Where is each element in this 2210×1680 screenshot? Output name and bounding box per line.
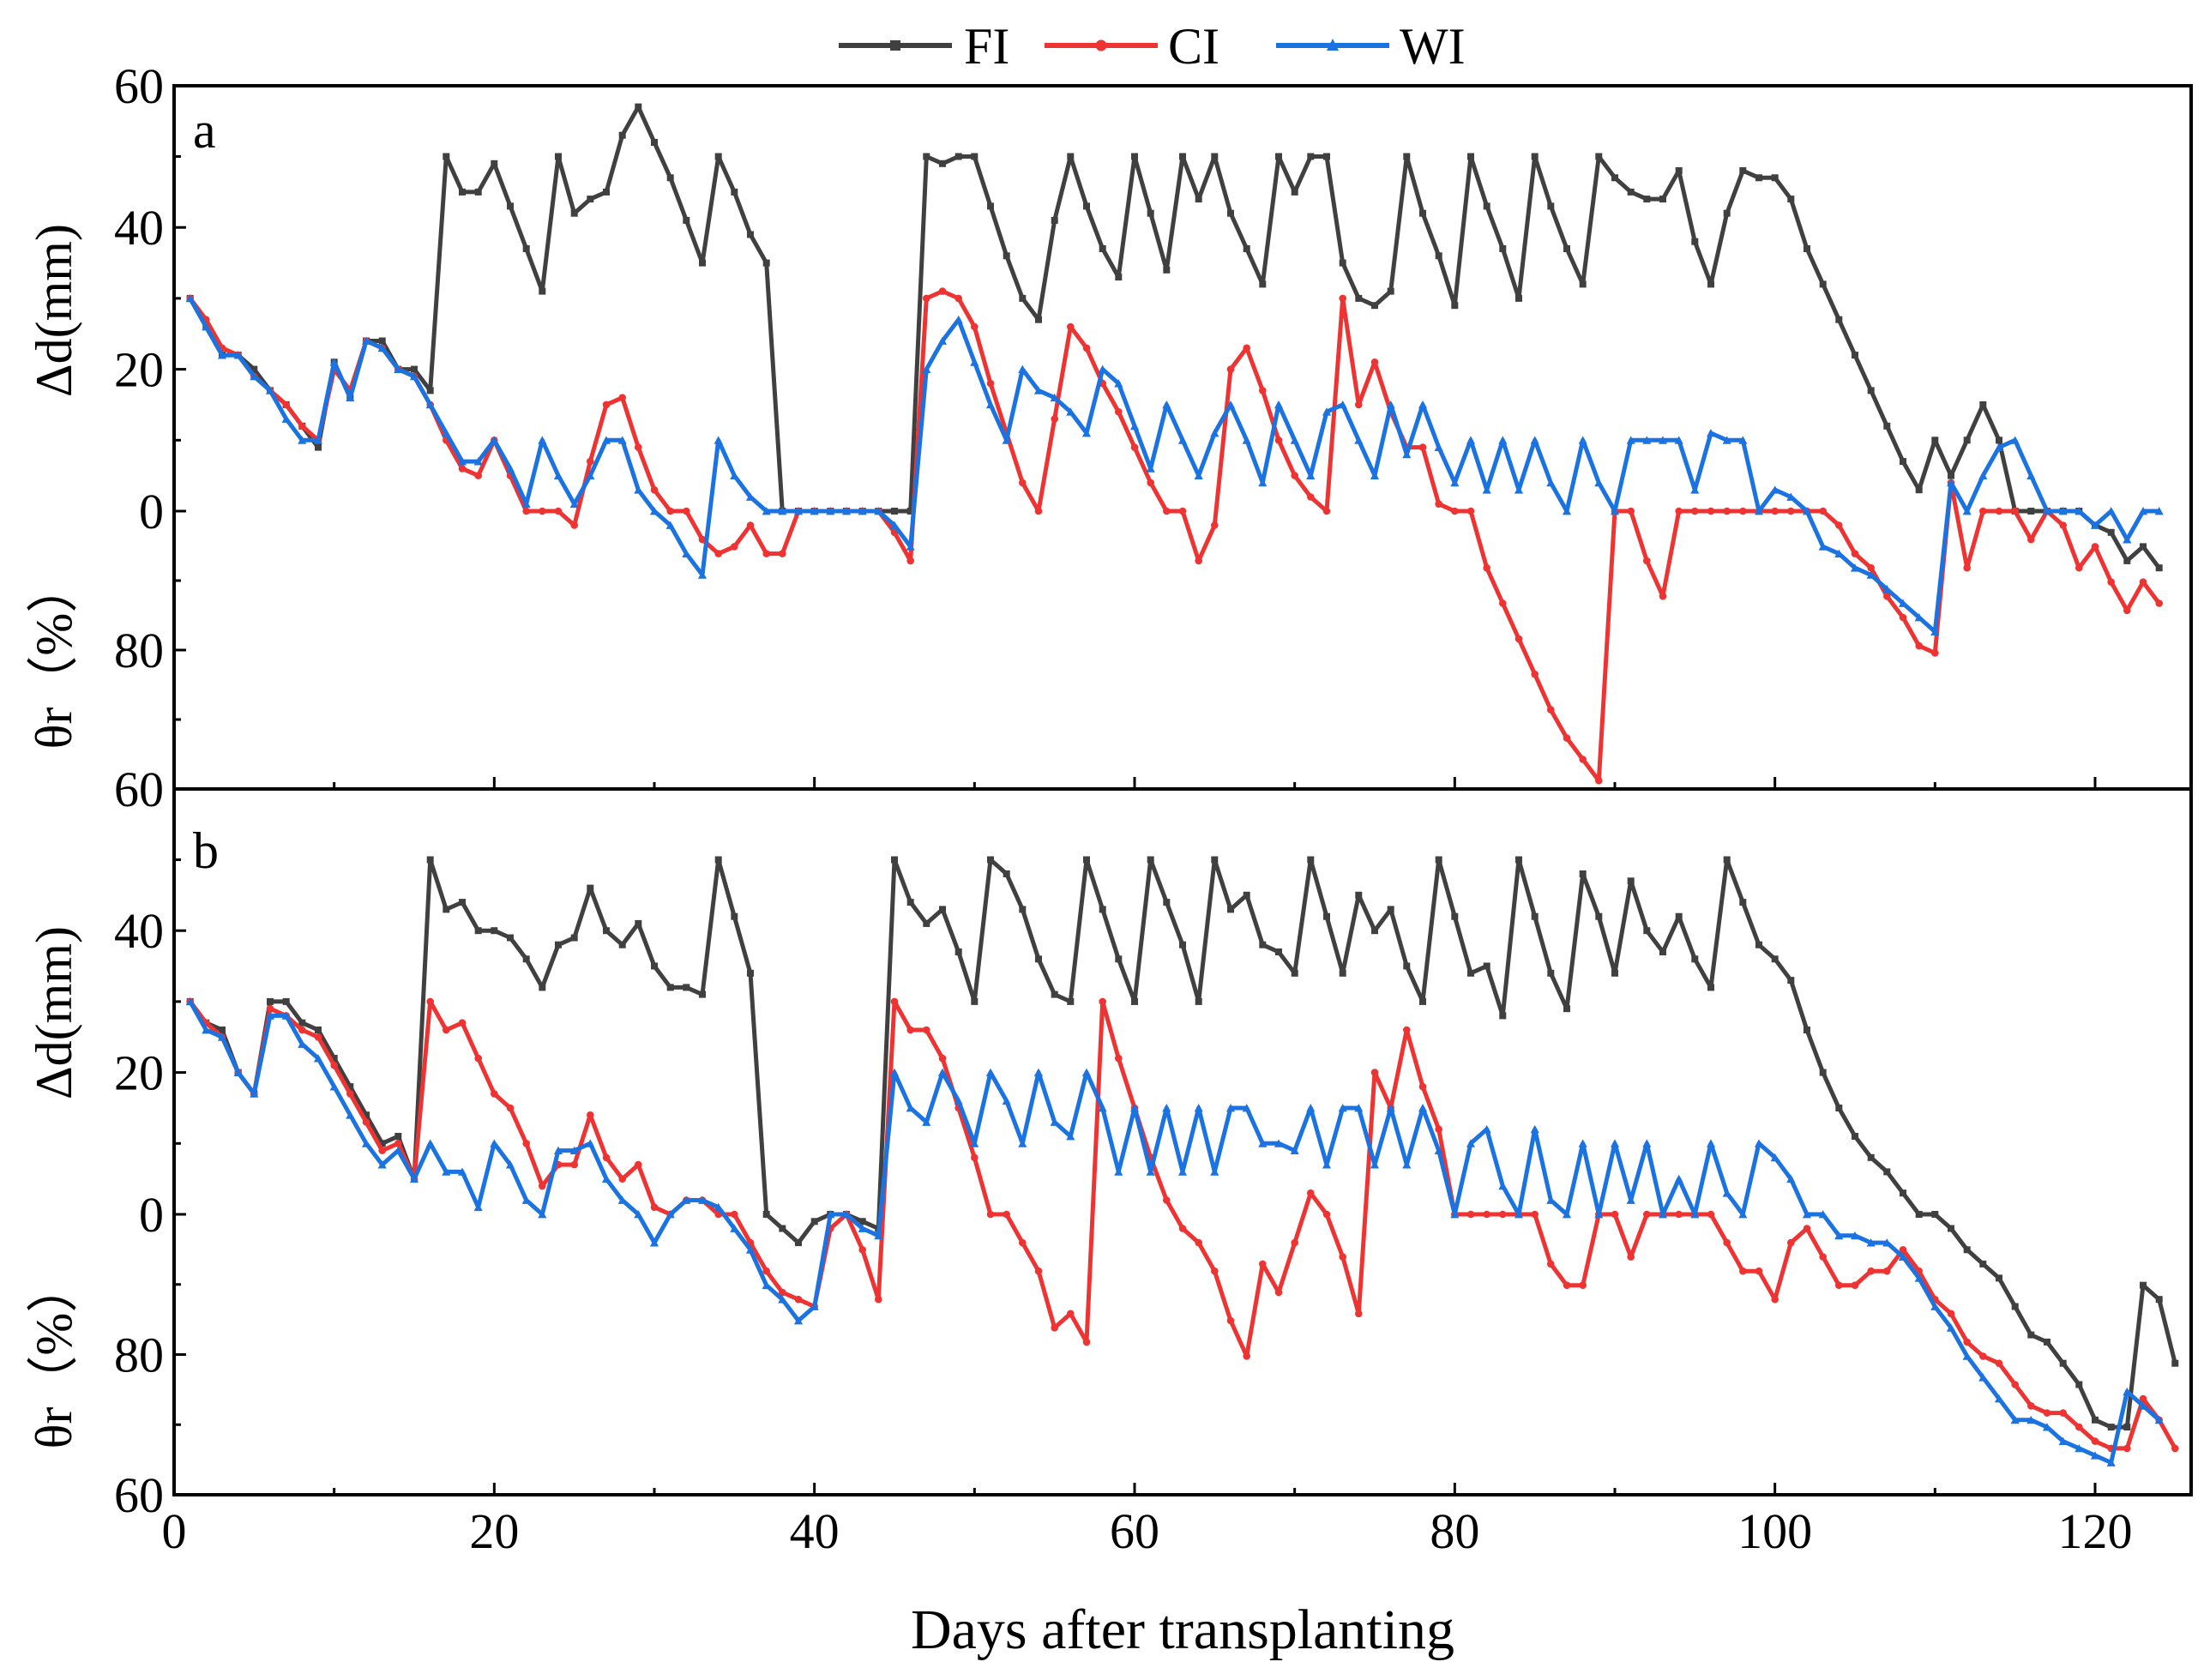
series-line-a-wi xyxy=(185,293,2164,635)
y-tick-label: 0 xyxy=(139,484,164,539)
panel-a-label: a xyxy=(193,102,216,159)
y-tick-label: 40 xyxy=(114,200,164,256)
y-tick-label: 20 xyxy=(114,342,164,398)
y-tick-label: 80 xyxy=(114,1328,164,1383)
y-tick-label: 60 xyxy=(114,1467,164,1523)
legend-label-fi: FI xyxy=(964,18,1009,75)
panel-a-ylabel-upper: Δd(mm) xyxy=(26,224,82,397)
y-tick-label: 60 xyxy=(114,762,164,817)
x-tick-label: 60 xyxy=(1110,1503,1159,1559)
legend-item-wi: WI xyxy=(1276,18,1466,75)
panel-b-ylabel-upper: Δd(mm) xyxy=(26,926,82,1099)
x-axis-title: Days after transplanting xyxy=(911,1599,1454,1661)
y-tick-label: 0 xyxy=(139,1187,164,1243)
legend-item-ci: CI xyxy=(1045,18,1219,75)
legend-label-ci: CI xyxy=(1168,18,1219,75)
legend-marker-wi xyxy=(1327,39,1339,51)
series-line-a-fi xyxy=(186,103,2163,572)
legend-marker-fi xyxy=(890,40,900,51)
legend-label-wi: WI xyxy=(1400,18,1466,75)
panel-b-ylabel-lower: θr（%） xyxy=(26,1262,82,1449)
legend: FI CI WI xyxy=(839,18,1466,75)
x-tick-label: 40 xyxy=(790,1503,840,1559)
y-tick-label: 40 xyxy=(114,903,164,959)
x-tick-label: 0 xyxy=(162,1503,187,1559)
x-tick-label: 80 xyxy=(1430,1503,1479,1559)
series-line-b-wi xyxy=(185,997,2164,1466)
x-tick-label: 100 xyxy=(1737,1503,1812,1559)
y-tick-label: 80 xyxy=(114,623,164,678)
y-tick-label: 60 xyxy=(114,58,164,114)
legend-marker-ci xyxy=(1095,39,1107,51)
series-line-b-ci xyxy=(186,997,2179,1453)
series-line-a-ci xyxy=(186,287,2163,785)
panel-b-frame xyxy=(172,787,2193,1496)
panel-b-label: b xyxy=(193,822,219,879)
y-tick-label: 20 xyxy=(114,1045,164,1101)
legend-item-fi: FI xyxy=(839,18,1009,75)
panel-a-ylabel-lower: θr（%） xyxy=(26,562,82,750)
series-line-b-fi xyxy=(186,856,2179,1431)
x-tick-label: 20 xyxy=(469,1503,519,1559)
x-tick-label: 120 xyxy=(2058,1503,2133,1559)
